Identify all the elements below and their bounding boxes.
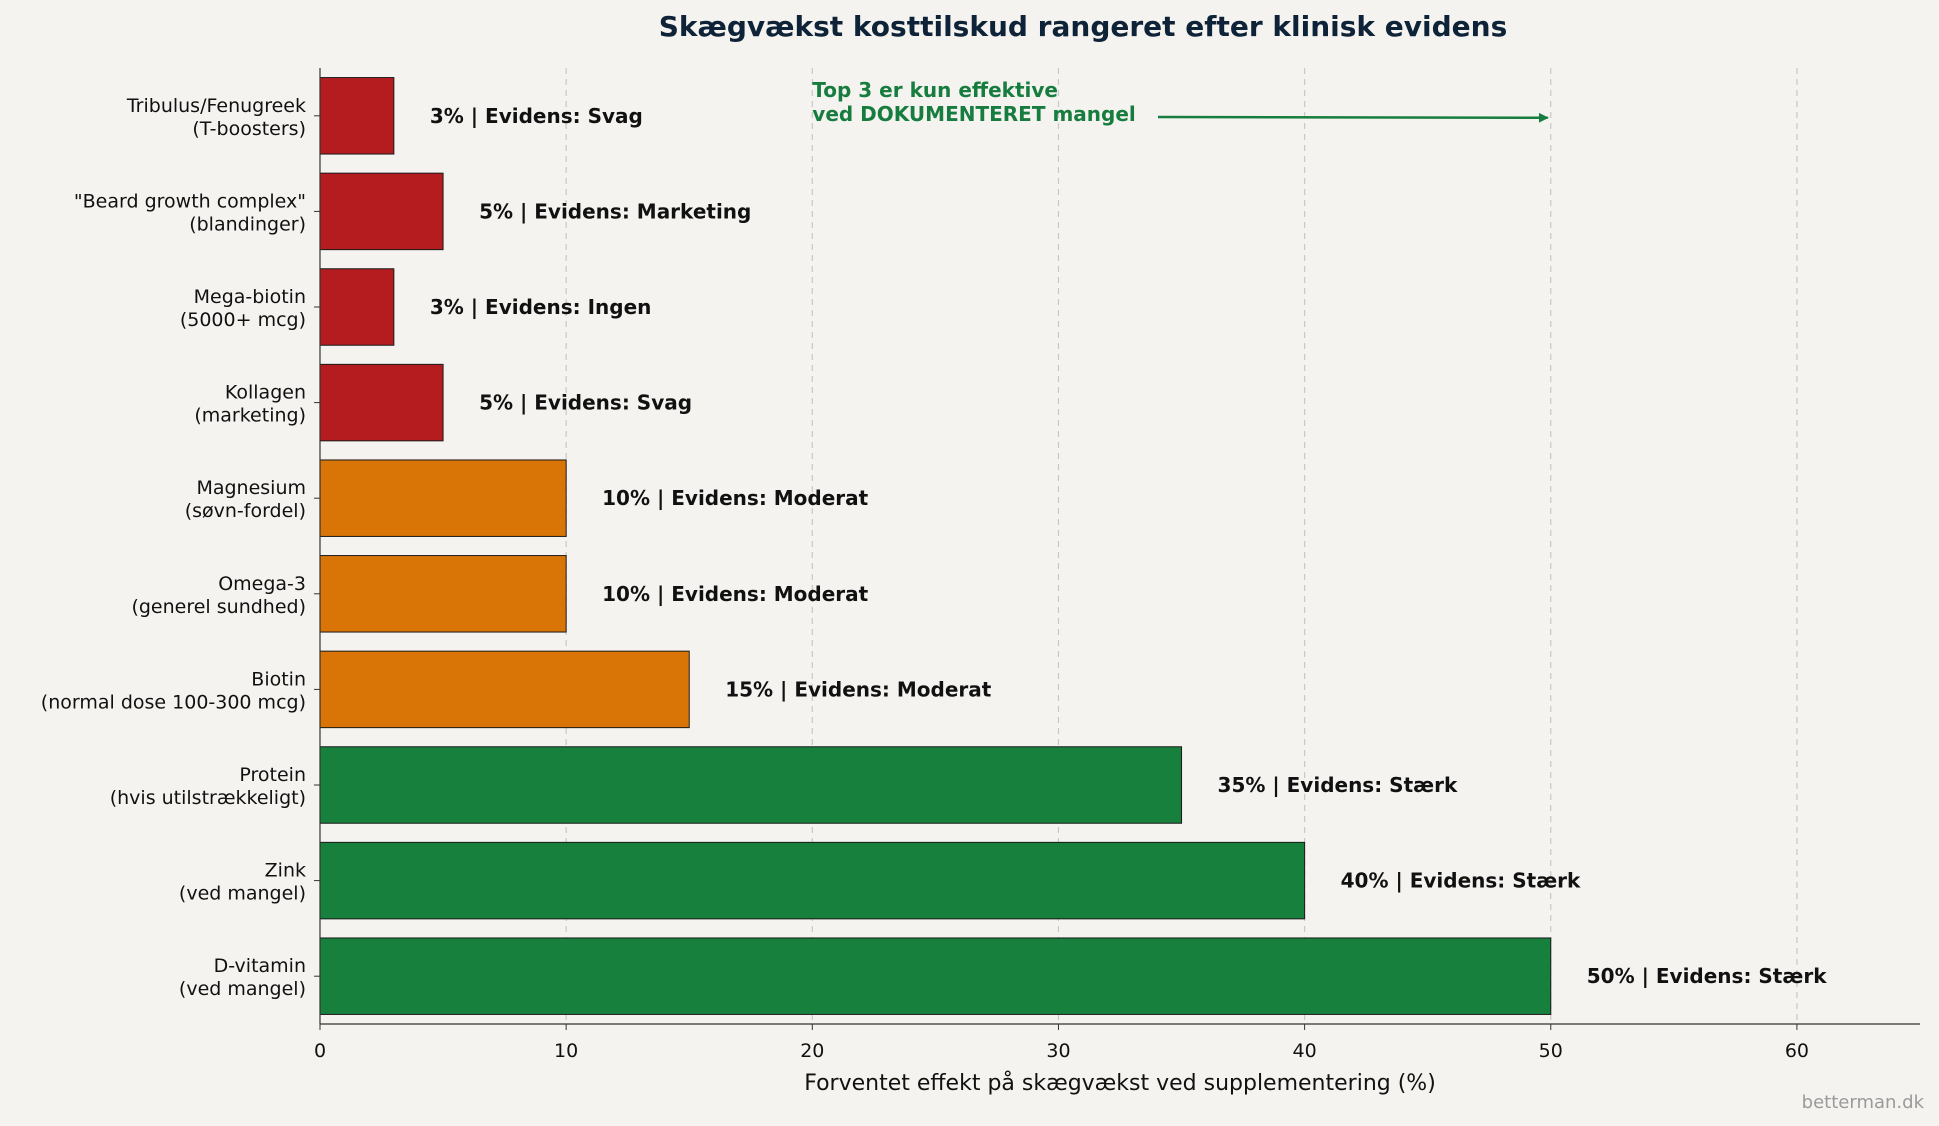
data-label: 5% | Evidens: Svag (479, 391, 692, 415)
category-label: Tribulus/Fenugreek (T-boosters) (126, 95, 306, 140)
category-label: Biotin (normal dose 100-300 mcg) (41, 668, 306, 713)
bar (319, 363, 444, 442)
data-label: 15% | Evidens: Moderat (725, 677, 992, 701)
annotation: Top 3 er kun effektive ved DOKUMENTERET m… (812, 78, 1549, 126)
bar (319, 268, 395, 346)
data-label: 3% | Evidens: Ingen (430, 295, 652, 319)
category-label: "Beard growth complex" (blandinger) (74, 190, 306, 235)
axes (319, 68, 1920, 1025)
x-tick-label: 10 (554, 1040, 578, 1062)
category-label: Protein (hvis utilstrækkeligt) (110, 764, 306, 809)
bar (319, 746, 1183, 824)
data-label: 3% | Evidens: Svag (430, 104, 643, 128)
watermark: betterman.dk (1802, 1092, 1925, 1113)
data-label: 10% | Evidens: Moderat (602, 582, 869, 606)
category-label: Omega-3 (generel sundhed) (131, 573, 306, 618)
annotation-arrow (1157, 112, 1549, 123)
data-label: 40% | Evidens: Stærk (1341, 869, 1581, 893)
y-axis-labels: D-vitamin (ved mangel) Zink (ved mangel) Pro… (41, 95, 320, 1000)
bar (319, 77, 395, 155)
x-tick-label: 60 (1785, 1040, 1809, 1062)
category-label: Magnesium (søvn-fordel) (185, 477, 306, 522)
x-axis-label: Forventet effekt på skægvækst ved supple… (804, 1070, 1436, 1096)
bar (319, 459, 567, 537)
chart-title: Skægvækst kosttilskud rangeret efter kli… (659, 10, 1508, 43)
data-label: 5% | Evidens: Marketing (479, 199, 751, 223)
category-label: Zink (ved mangel) (179, 860, 306, 905)
bar (319, 937, 1552, 1015)
category-label: Mega-biotin (5000+ mcg) (180, 286, 306, 331)
bars (319, 77, 1552, 1015)
bar (319, 555, 567, 633)
x-tick-label: 0 (314, 1040, 326, 1062)
annotation-text: Top 3 er kun effektive ved DOKUMENTERET m… (812, 78, 1135, 126)
x-tick-label: 20 (800, 1040, 824, 1062)
x-tick-label: 40 (1293, 1040, 1317, 1062)
bar (319, 172, 444, 251)
data-label: 50% | Evidens: Stærk (1587, 964, 1827, 988)
data-label: 10% | Evidens: Moderat (602, 486, 869, 510)
x-tick-label: 50 (1539, 1040, 1563, 1062)
bar (319, 841, 1306, 920)
bar (319, 650, 690, 729)
x-axis-ticks: 0 10 20 30 40 50 60 (314, 1024, 1809, 1062)
category-label: Kollagen (marketing) (194, 382, 306, 427)
category-label: D-vitamin (ved mangel) (179, 955, 306, 1000)
x-tick-label: 30 (1046, 1040, 1070, 1062)
data-labels: 50% | Evidens: Stærk 40% | Evidens: Stærk… (430, 104, 1827, 988)
data-label: 35% | Evidens: Stærk (1218, 773, 1458, 797)
